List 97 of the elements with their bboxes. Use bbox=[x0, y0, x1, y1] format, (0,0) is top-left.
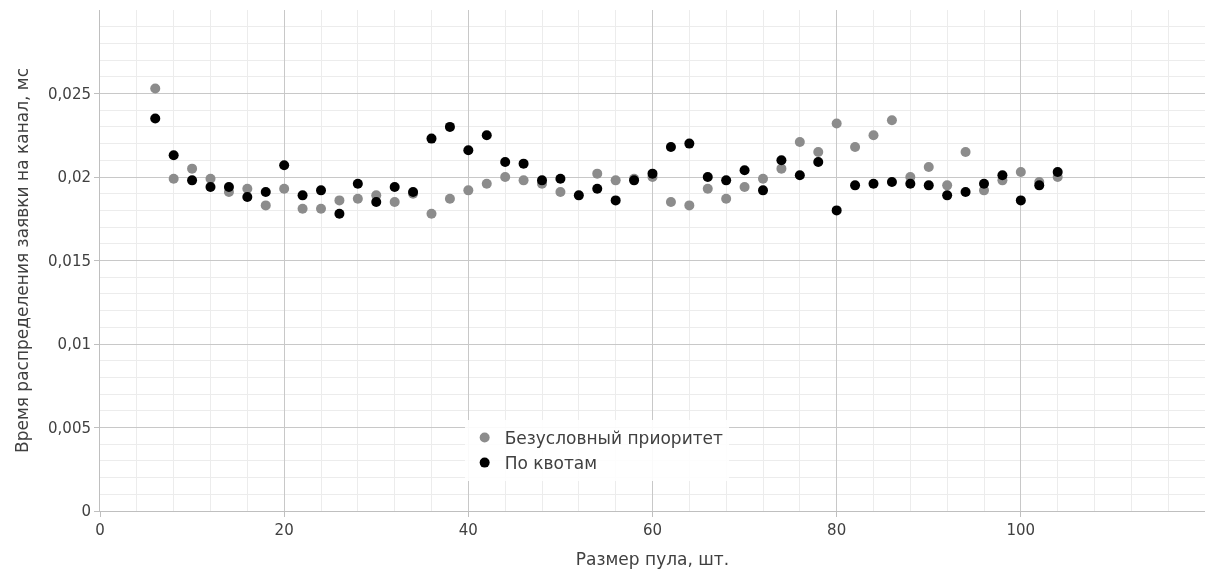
point bbox=[463, 185, 474, 196]
y-tick-label: 0,015 bbox=[48, 251, 91, 270]
point bbox=[352, 178, 363, 189]
point bbox=[518, 175, 529, 186]
point bbox=[481, 178, 492, 189]
point bbox=[168, 150, 179, 161]
point bbox=[444, 193, 455, 204]
point bbox=[573, 190, 584, 201]
point bbox=[555, 173, 566, 184]
point bbox=[297, 203, 308, 214]
point bbox=[187, 163, 198, 174]
point bbox=[758, 185, 768, 196]
point bbox=[647, 168, 658, 179]
point bbox=[592, 168, 603, 179]
y-tick-label: 0,01 bbox=[57, 335, 91, 354]
point bbox=[923, 180, 934, 191]
point bbox=[979, 178, 989, 189]
point bbox=[794, 136, 805, 147]
point bbox=[831, 118, 842, 129]
point bbox=[702, 183, 713, 194]
point bbox=[721, 193, 732, 204]
point bbox=[886, 115, 897, 126]
point bbox=[610, 195, 621, 206]
point bbox=[426, 133, 437, 144]
point bbox=[426, 208, 437, 219]
legend-label: По квотам bbox=[504, 453, 598, 474]
point bbox=[942, 190, 953, 201]
point bbox=[463, 145, 474, 156]
point bbox=[316, 185, 326, 196]
point bbox=[923, 161, 934, 172]
point bbox=[500, 156, 511, 167]
point bbox=[794, 170, 805, 181]
y-axis-title: Время распределения заявки на канал, мс bbox=[11, 67, 32, 454]
y-tick-label: 0 bbox=[81, 502, 91, 521]
y-tick-label: 0,005 bbox=[48, 418, 91, 437]
point bbox=[739, 165, 750, 176]
point bbox=[868, 130, 879, 141]
x-axis-title: Размер пула, шт. bbox=[575, 549, 730, 570]
point bbox=[352, 193, 363, 204]
point bbox=[739, 182, 750, 193]
point bbox=[371, 197, 382, 208]
point bbox=[389, 182, 400, 193]
point bbox=[758, 173, 768, 184]
point bbox=[1015, 195, 1026, 206]
point bbox=[518, 158, 529, 169]
x-tick-label: 60 bbox=[642, 521, 663, 539]
point bbox=[997, 170, 1008, 181]
point bbox=[279, 160, 290, 171]
x-tick-label: 100 bbox=[1006, 521, 1036, 539]
y-tick-label: 0,025 bbox=[48, 84, 91, 103]
point bbox=[279, 183, 290, 194]
point bbox=[721, 175, 732, 186]
point bbox=[665, 197, 676, 208]
point bbox=[260, 200, 271, 211]
point bbox=[592, 183, 603, 194]
point bbox=[150, 113, 161, 124]
point bbox=[223, 182, 234, 193]
point bbox=[297, 190, 308, 201]
point bbox=[868, 178, 879, 189]
point bbox=[610, 175, 621, 186]
point bbox=[1052, 166, 1063, 177]
x-tick-label: 20 bbox=[274, 521, 294, 539]
point bbox=[813, 146, 824, 157]
point bbox=[260, 187, 271, 198]
point bbox=[850, 180, 861, 191]
point bbox=[684, 138, 695, 149]
point bbox=[684, 200, 695, 211]
point bbox=[150, 83, 161, 94]
point bbox=[555, 187, 566, 198]
point bbox=[702, 172, 713, 182]
point bbox=[334, 208, 345, 219]
point bbox=[665, 141, 676, 152]
point bbox=[481, 130, 492, 141]
point bbox=[850, 141, 861, 152]
point bbox=[187, 175, 198, 186]
x-tick-label: 80 bbox=[827, 521, 847, 539]
point bbox=[334, 195, 345, 206]
point bbox=[444, 121, 455, 132]
point bbox=[389, 197, 400, 208]
point bbox=[242, 192, 253, 203]
point bbox=[776, 155, 787, 166]
point bbox=[316, 203, 326, 214]
point bbox=[886, 177, 897, 188]
point bbox=[813, 156, 824, 167]
point bbox=[942, 180, 953, 191]
point bbox=[960, 187, 971, 198]
point bbox=[960, 146, 971, 157]
point bbox=[905, 178, 916, 189]
point bbox=[831, 205, 842, 216]
legend-label: Безусловный приоритет bbox=[504, 428, 724, 449]
point bbox=[168, 173, 179, 184]
x-tick-label: 0 bbox=[95, 521, 105, 539]
point bbox=[205, 182, 216, 193]
y-tick-label: 0,02 bbox=[57, 168, 91, 187]
point bbox=[1015, 166, 1026, 177]
x-tick-label: 40 bbox=[458, 521, 478, 539]
point bbox=[500, 172, 511, 182]
